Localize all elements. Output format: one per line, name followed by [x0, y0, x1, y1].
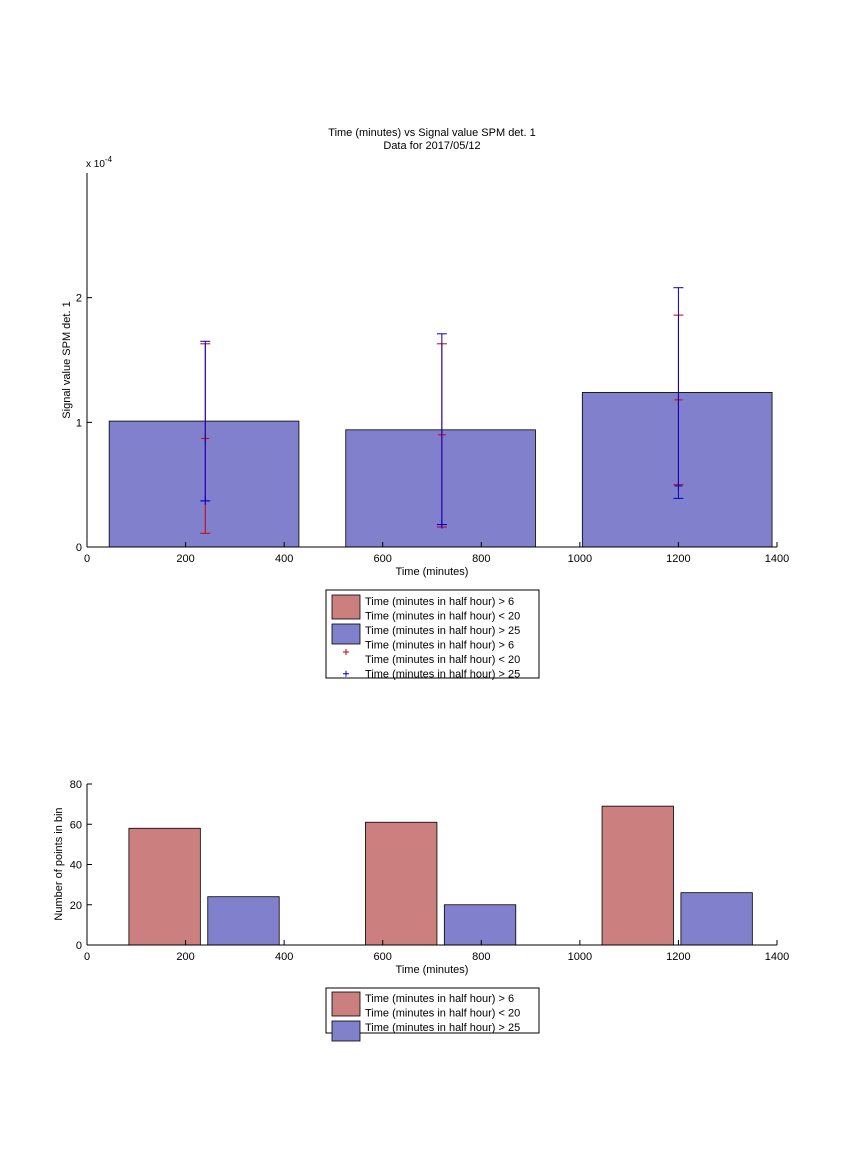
bar — [601, 805, 674, 946]
y-tick-label: 0 — [76, 940, 82, 952]
legend-label: Time (minutes in half hour) > 25 — [365, 625, 520, 637]
chart-title: Time (minutes) vs Signal value SPM det. … — [328, 127, 535, 139]
x-tick-label: 0 — [84, 553, 90, 565]
count-chart: Number of points in bin Time (minutes) 0… — [53, 779, 789, 1042]
legend-label: Time (minutes in half hour) < 20 — [365, 611, 520, 623]
exponent-base: x 10 — [86, 159, 105, 170]
x-tick-label: 1000 — [568, 951, 592, 963]
bar — [443, 904, 517, 946]
legend-swatch — [331, 1020, 361, 1042]
x-tick-label: 1200 — [666, 951, 690, 963]
y-tick-label: 80 — [70, 779, 82, 791]
legend-label: Time (minutes in half hour) < 20 — [365, 654, 520, 666]
x-tick-label: 1200 — [666, 553, 690, 565]
x-tick-label: 400 — [275, 951, 293, 963]
y-tick-label: 40 — [70, 860, 82, 872]
legend-box — [325, 987, 540, 1034]
y-tick-label: 1 — [76, 417, 82, 429]
y-tick-label: 20 — [70, 900, 82, 912]
y-tick-label: 2 — [76, 293, 82, 305]
y-tick-label: 0 — [76, 542, 82, 554]
x-axis-label: Time (minutes) — [396, 566, 469, 578]
y-axis-label: Number of points in bin — [53, 807, 65, 920]
x-tick-label: 1000 — [568, 553, 592, 565]
x-tick-label: 0 — [84, 951, 90, 963]
bar — [128, 827, 201, 946]
bar — [581, 392, 773, 548]
legend-label: Time (minutes in half hour) > 25 — [365, 669, 520, 681]
x-tick-label: 800 — [472, 553, 490, 565]
legend-label: Time (minutes in half hour) > 6 — [365, 993, 514, 1005]
legend-label: Time (minutes in half hour) > 6 — [365, 640, 514, 652]
y-axis-label: Signal value SPM det. 1 — [61, 301, 73, 418]
legend-label: Time (minutes in half hour) > 25 — [365, 1022, 520, 1034]
exponent-label: x 10-4 — [86, 155, 113, 170]
legend-swatch — [331, 594, 361, 620]
legend-label: Time (minutes in half hour) < 20 — [365, 1008, 520, 1020]
bar — [365, 821, 438, 946]
legend-box — [325, 589, 540, 679]
x-axis-label: Time (minutes) — [396, 964, 469, 976]
x-tick-label: 200 — [176, 951, 194, 963]
x-tick-label: 1400 — [765, 951, 789, 963]
legend-label: Time (minutes in half hour) > 6 — [365, 596, 514, 608]
bar — [680, 892, 753, 946]
x-tick-label: 600 — [374, 553, 392, 565]
x-tick-label: 400 — [275, 553, 293, 565]
x-tick-label: 1400 — [765, 553, 789, 565]
x-tick-label: 800 — [472, 951, 490, 963]
legend-swatch — [331, 623, 361, 645]
bar — [108, 420, 300, 548]
x-tick-label: 200 — [176, 553, 194, 565]
bar — [207, 896, 280, 946]
chart-legend: Time (minutes in half hour) > 6 Time (min… — [325, 987, 540, 1042]
x-tick-label: 600 — [374, 951, 392, 963]
chart-subtitle: Data for 2017/05/12 — [383, 140, 480, 152]
signal-chart: Time (minutes) vs Signal value SPM det. … — [61, 127, 789, 681]
legend-swatch — [331, 991, 361, 1017]
chart-legend: Time (minutes in half hour) > 6 Time (min… — [325, 589, 540, 681]
bar — [345, 429, 536, 548]
exponent-power: -4 — [105, 155, 113, 164]
y-tick-label: 60 — [70, 819, 82, 831]
